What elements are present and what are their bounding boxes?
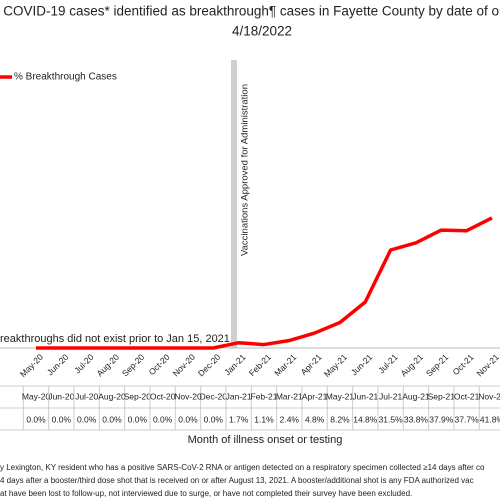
footnote: 4 days after a booster/third dose shot t… (0, 476, 474, 485)
table-header: Sep-20 (124, 391, 152, 401)
table-header: Jan-21 (226, 391, 252, 401)
data-label: 1.7% (229, 414, 249, 424)
data-label: 41.8% (480, 414, 500, 424)
data-label: 0.0% (153, 414, 173, 424)
data-label: 0.0% (178, 414, 198, 424)
legend-label: % Breakthrough Cases (14, 72, 117, 83)
data-label: 0.0% (26, 414, 46, 424)
table-header: Sep-21 (428, 391, 456, 401)
x-tick-label: Sep-21 (424, 352, 451, 379)
table-header: May-21 (326, 391, 355, 401)
x-tick-label: Jul-21 (376, 352, 400, 376)
annotation: Vaccinations Approved for Administration (240, 84, 251, 256)
table-header: May-20 (22, 391, 51, 401)
data-label: 1.1% (254, 414, 274, 424)
vaccination-marker (231, 60, 237, 348)
x-tick-label: May-21 (322, 352, 349, 379)
data-label: 37.9% (429, 414, 454, 424)
x-tick-label: Feb-21 (247, 352, 273, 378)
table-header: Aug-21 (402, 391, 430, 401)
chart-subtitle: 4/18/2022 (232, 24, 292, 39)
data-line (36, 216, 493, 350)
data-label: 0.0% (77, 414, 97, 424)
x-tick-label: Jun-21 (349, 352, 375, 378)
data-label: 8.2% (330, 414, 350, 424)
table-header: Oct-20 (150, 391, 176, 401)
data-label: 14.8% (353, 414, 378, 424)
footnote: y Lexington, KY resident who has a posit… (0, 463, 485, 472)
data-label: 2.4% (280, 414, 300, 424)
table-header: Jul-20 (75, 391, 98, 401)
x-tick-label: Nov-20 (171, 352, 198, 379)
x-tick-label: Oct-20 (147, 352, 172, 377)
x-tick-label: Jun-20 (45, 352, 71, 378)
x-tick-label: Sep-20 (120, 352, 147, 379)
data-label: 0.0% (102, 414, 122, 424)
x-tick-label: May-20 (18, 352, 45, 379)
x-tick-label: Aug-21 (398, 352, 425, 379)
x-tick-label: Oct-21 (451, 352, 476, 377)
table-header: Jun-20 (48, 391, 74, 401)
table-header: Jul-21 (379, 391, 402, 401)
data-label: 37.7% (455, 414, 480, 424)
table-header: Apr-21 (302, 391, 328, 401)
x-tick-label: Dec-20 (196, 352, 223, 379)
data-label: 4.8% (305, 414, 325, 424)
table-header: Oct-21 (454, 391, 480, 401)
table-header: Aug-20 (98, 391, 126, 401)
table-header: Dec-20 (200, 391, 228, 401)
table-header: Jun-21 (352, 391, 378, 401)
x-tick-label: Apr-21 (299, 352, 324, 377)
table-header: Nov-21 (478, 391, 500, 401)
x-tick-label: Aug-20 (95, 352, 122, 379)
data-label: 0.0% (204, 414, 224, 424)
chart-title: f COVID-19 cases* identified as breakthr… (0, 4, 500, 19)
table-header: Nov-20 (174, 391, 202, 401)
data-label: 0.0% (128, 414, 148, 424)
table-header: Feb-21 (251, 391, 278, 401)
x-tick-label: Mar-21 (272, 352, 298, 378)
data-label: 33.8% (404, 414, 429, 424)
footnote: at have been lost to follow-up, not inte… (0, 489, 412, 498)
x-axis-title: Month of illness onset or testing (188, 434, 343, 446)
x-tick-label: Nov-21 (474, 352, 500, 379)
annotation: reakthroughs did not exist prior to Jan … (0, 333, 230, 345)
x-tick-label: Jan-21 (222, 352, 248, 378)
data-label: 31.5% (379, 414, 404, 424)
data-label: 0.0% (52, 414, 72, 424)
x-tick-label: Jul-20 (72, 352, 96, 376)
table-header: Mar-21 (276, 391, 303, 401)
